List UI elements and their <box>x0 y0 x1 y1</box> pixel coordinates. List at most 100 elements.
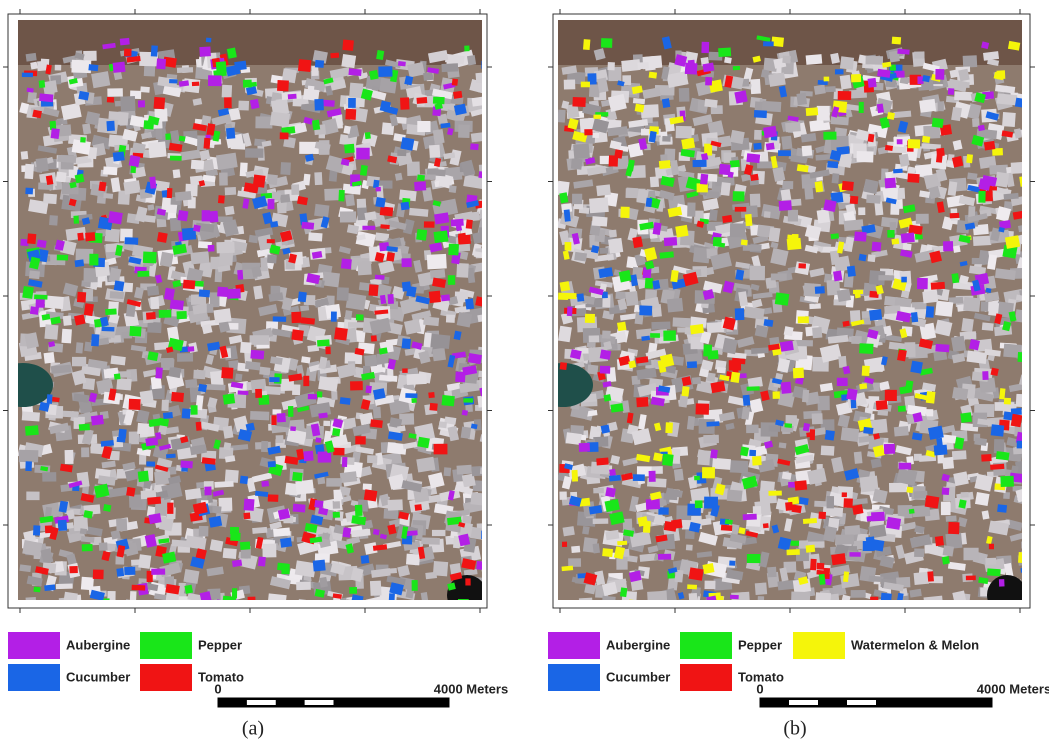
greenhouse <box>573 143 590 159</box>
greenhouse <box>963 55 978 67</box>
crop-parcel <box>990 464 1004 470</box>
crop-parcel <box>910 361 923 374</box>
crop-parcel <box>414 181 426 191</box>
greenhouse <box>481 560 497 571</box>
greenhouse <box>916 214 929 224</box>
crop-parcel <box>645 278 654 289</box>
crop-parcel <box>83 510 93 519</box>
greenhouse <box>345 310 353 320</box>
crop-parcel <box>735 269 744 280</box>
scale-start: 0 <box>756 681 763 696</box>
crop-parcel <box>1018 352 1031 362</box>
greenhouse <box>753 506 761 515</box>
greenhouse <box>997 93 1017 105</box>
greenhouse <box>222 85 232 98</box>
crop-parcel <box>291 312 301 324</box>
greenhouse <box>894 426 909 437</box>
greenhouse <box>267 255 277 264</box>
greenhouse <box>427 254 447 270</box>
greenhouse <box>837 289 851 302</box>
greenhouse <box>975 492 990 506</box>
crop-parcel <box>145 437 158 446</box>
crop-parcel <box>907 173 919 182</box>
crop-parcel <box>897 139 903 144</box>
greenhouse <box>1021 556 1034 563</box>
crop-parcel <box>240 476 248 484</box>
crop-parcel <box>585 314 595 323</box>
legend-swatch <box>548 632 600 659</box>
crop-parcel <box>628 360 636 368</box>
greenhouse <box>972 258 985 264</box>
crop-parcel <box>84 303 94 316</box>
greenhouse <box>340 211 356 222</box>
greenhouse <box>160 252 174 267</box>
crop-parcel <box>785 502 793 511</box>
crop-parcel <box>863 427 873 434</box>
greenhouse <box>225 470 239 483</box>
scale-segment <box>247 700 276 705</box>
greenhouse <box>564 80 576 90</box>
crop-parcel <box>332 428 340 436</box>
greenhouse <box>150 297 159 310</box>
crop-parcel <box>149 177 156 189</box>
crop-parcel <box>401 202 410 210</box>
crop-parcel <box>456 225 462 231</box>
crop-parcel <box>747 386 760 391</box>
greenhouse <box>210 539 224 552</box>
greenhouse <box>557 110 565 123</box>
crop-parcel <box>567 293 576 299</box>
crop-parcel <box>448 244 459 256</box>
greenhouse <box>107 88 123 96</box>
greenhouse <box>709 209 718 221</box>
crop-parcel <box>981 454 991 462</box>
greenhouse <box>71 60 91 73</box>
crop-parcel <box>978 178 991 191</box>
greenhouse <box>802 145 813 156</box>
legend-label: Aubergine <box>66 637 130 652</box>
greenhouse <box>851 336 862 344</box>
crop-parcel <box>417 175 425 181</box>
crop-parcel <box>398 61 406 66</box>
crop-parcel <box>277 80 289 91</box>
crop-parcel <box>729 561 735 566</box>
greenhouse <box>480 467 491 474</box>
greenhouse <box>796 93 807 105</box>
greenhouse <box>903 243 912 250</box>
greenhouse <box>223 442 231 450</box>
crop-parcel <box>164 288 175 301</box>
greenhouse <box>456 465 472 475</box>
greenhouse <box>967 172 977 180</box>
crop-parcel <box>948 522 959 534</box>
greenhouse <box>116 378 131 391</box>
crop-parcel <box>51 128 60 139</box>
crop-parcel <box>120 38 130 46</box>
crop-parcel <box>146 312 156 320</box>
crop-parcel <box>799 497 809 505</box>
crop-parcel <box>689 567 704 580</box>
crop-parcel <box>922 136 930 143</box>
greenhouse <box>802 390 809 403</box>
crop-parcel <box>687 361 697 368</box>
greenhouse <box>951 336 966 353</box>
crop-parcel <box>779 200 792 211</box>
crop-parcel <box>781 382 792 394</box>
greenhouse <box>574 252 587 262</box>
crop-parcel <box>773 391 780 398</box>
greenhouse <box>346 293 367 310</box>
greenhouse <box>943 545 954 556</box>
crop-parcel <box>996 451 1010 460</box>
crop-parcel <box>138 100 145 107</box>
crop-parcel <box>775 292 790 305</box>
crop-parcel <box>428 392 435 398</box>
crop-parcel <box>271 415 276 425</box>
greenhouse <box>863 179 879 194</box>
scale-end: 4000 Meters <box>977 681 1049 696</box>
greenhouse <box>827 496 834 508</box>
greenhouse <box>55 65 62 71</box>
map-image <box>533 20 1039 615</box>
greenhouse <box>255 116 272 128</box>
crop-parcel <box>406 530 418 536</box>
scale-end: 4000 Meters <box>434 681 508 696</box>
greenhouse <box>914 51 924 58</box>
crop-parcel <box>124 567 135 575</box>
